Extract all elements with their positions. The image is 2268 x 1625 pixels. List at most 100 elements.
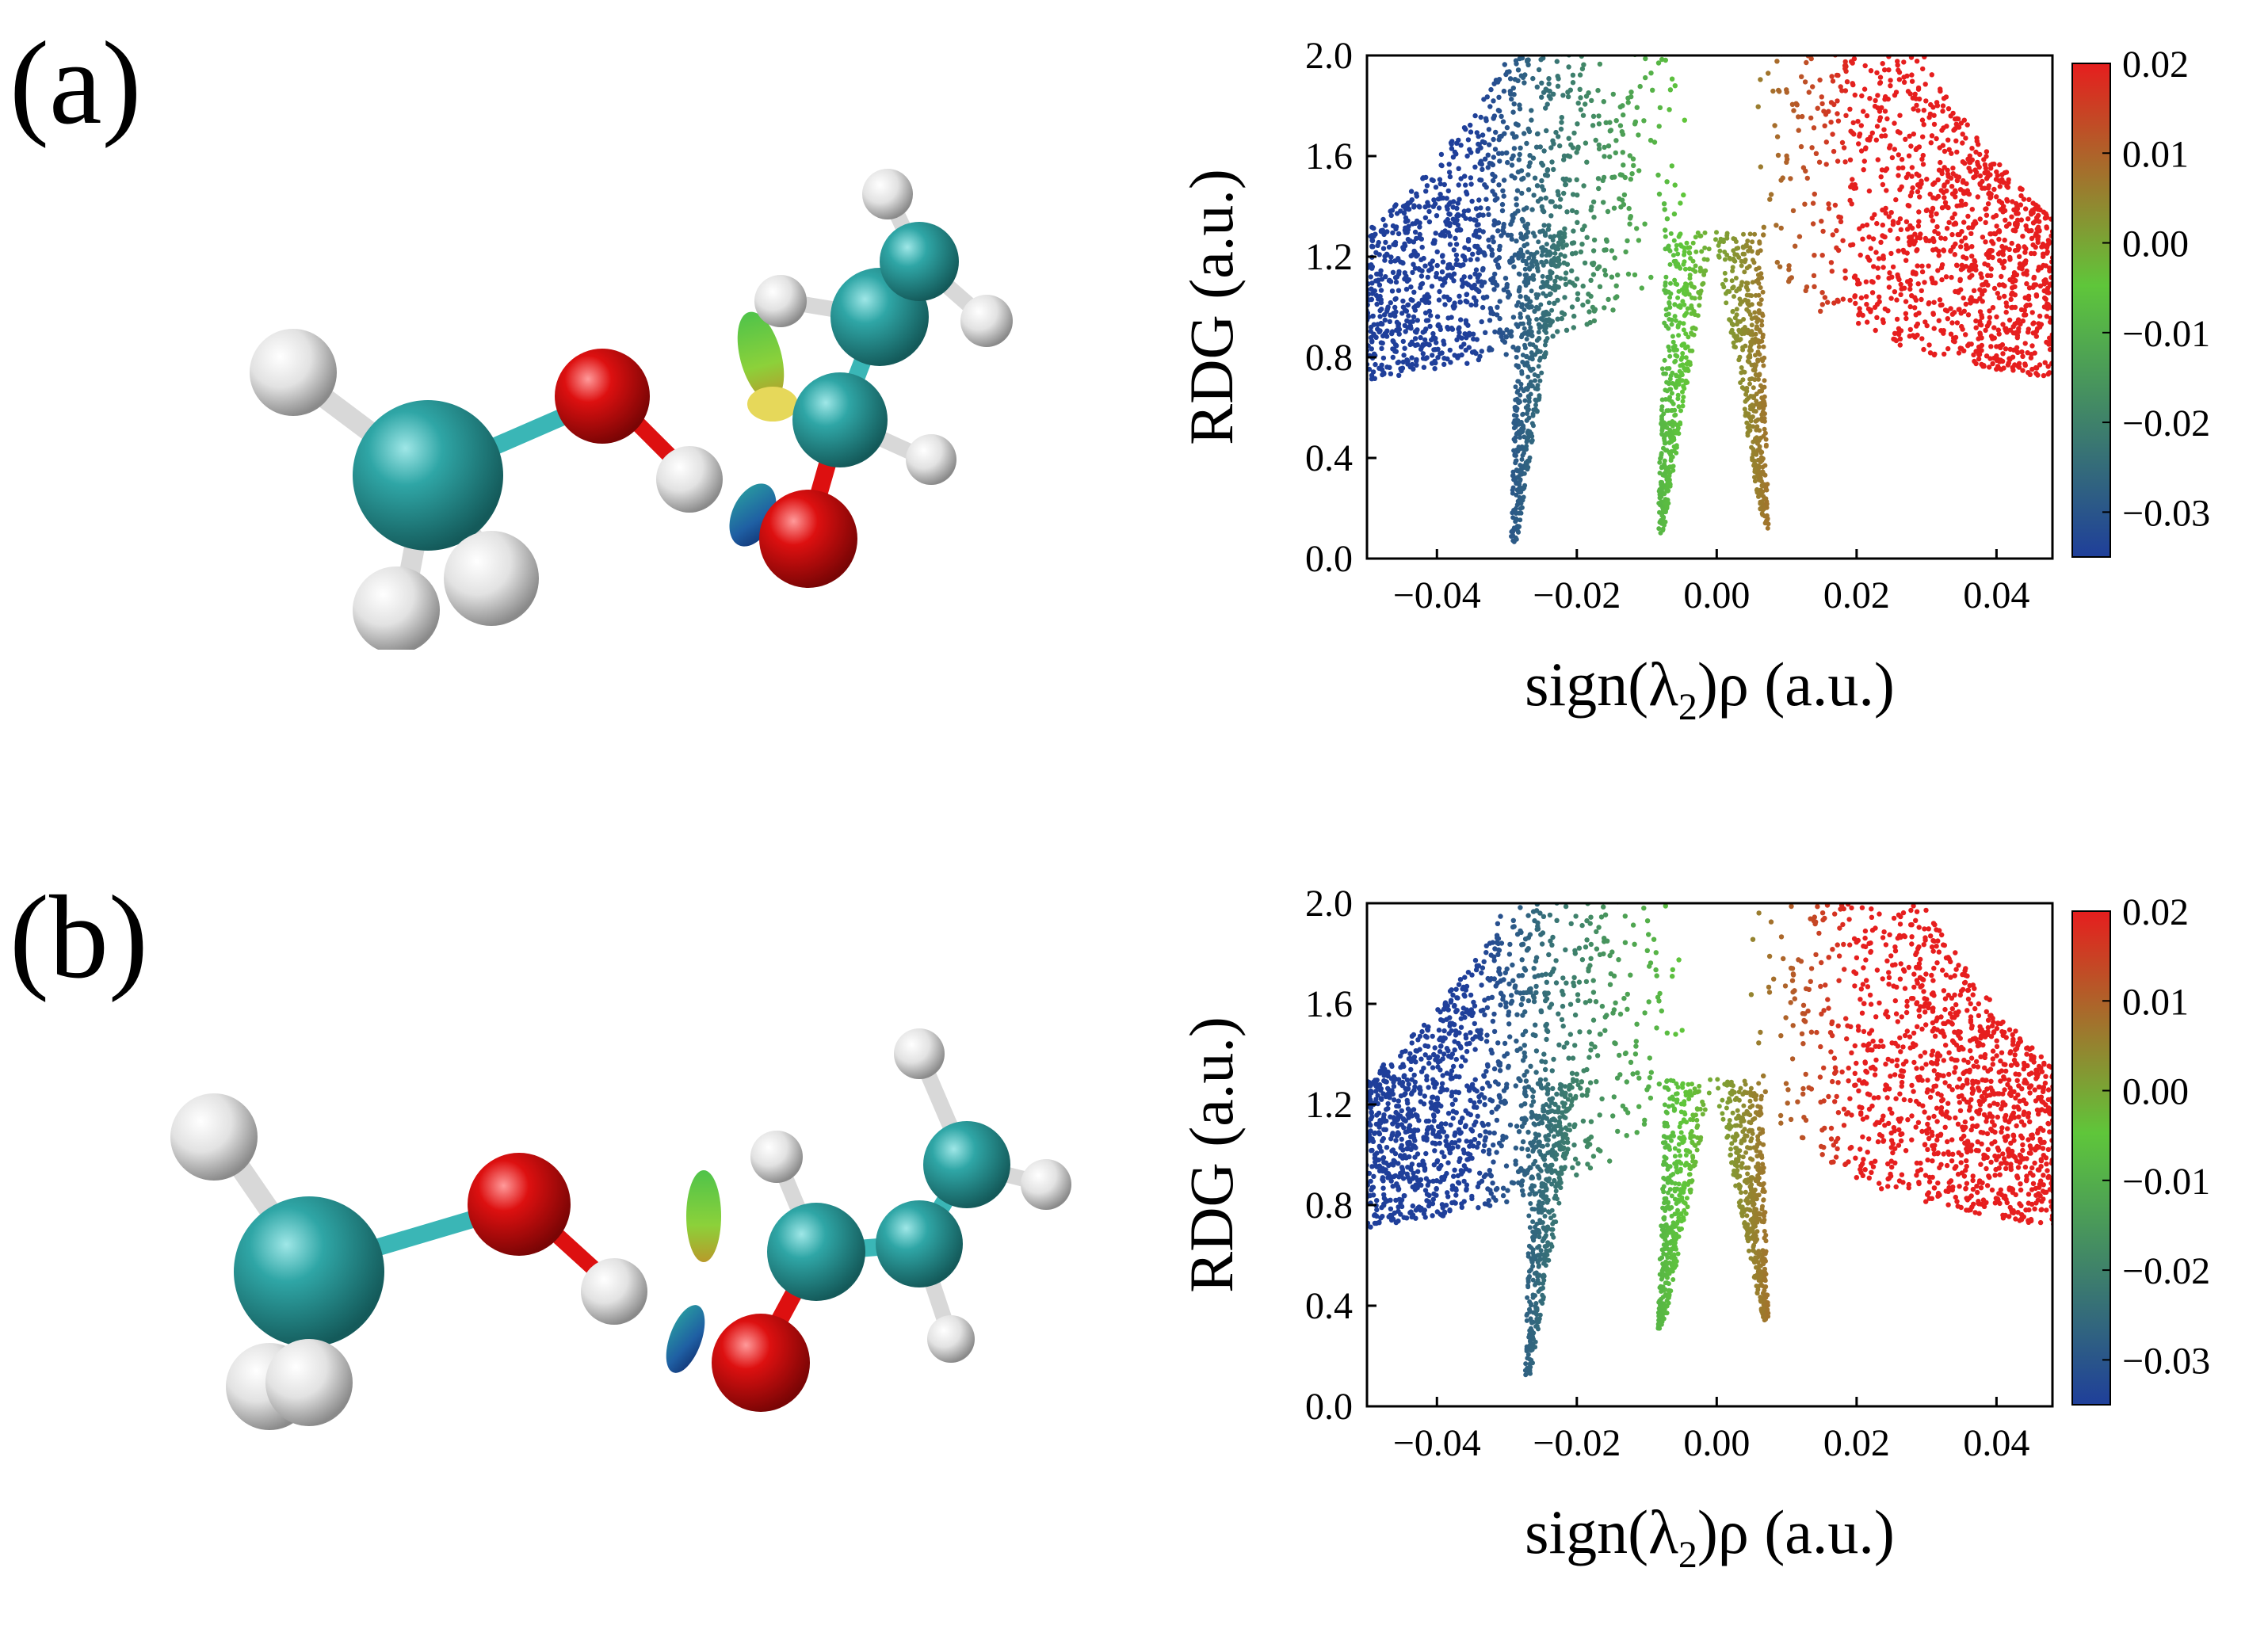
scatter-point [1636, 238, 1642, 243]
scatter-point [1656, 124, 1662, 129]
scatter-point [1534, 84, 1540, 90]
scatter-point [1433, 336, 1438, 341]
scatter-point [1743, 257, 1748, 262]
scatter-point [1984, 323, 1991, 329]
scatter-point [1476, 288, 1482, 295]
scatter-point [1774, 223, 1779, 228]
scatter-point [1525, 126, 1531, 132]
scatter-point [1411, 289, 1417, 295]
scatter-point [1469, 285, 1475, 291]
scatter-point [1674, 353, 1680, 359]
scatter-point [1847, 297, 1853, 303]
scatter-point [1359, 342, 1364, 347]
scatter-point [1368, 334, 1374, 341]
scatter-point [1615, 272, 1621, 278]
scatter-point [1528, 391, 1533, 397]
scatter-point [2053, 358, 2058, 363]
scatter-point [1743, 329, 1748, 334]
scatter-point [1855, 42, 1860, 47]
scatter-point [1994, 1038, 1999, 1043]
scatter-point [2065, 322, 2070, 326]
scatter-point [1657, 471, 1663, 475]
scatter-point [1683, 345, 1688, 351]
scatter-point [1433, 185, 1439, 190]
scatter-point [1793, 243, 1798, 249]
scatter-point [1529, 288, 1534, 294]
scatter-point [1357, 326, 1362, 330]
scatter-point [2057, 319, 2062, 323]
scatter-point [1358, 285, 1363, 290]
scatter-point [1695, 313, 1701, 319]
scatter-point [2060, 227, 2064, 232]
scatter-point [1501, 88, 1507, 94]
scatter-point [1525, 242, 1530, 247]
scatter-point [1480, 166, 1485, 172]
scatter-point [2003, 170, 2010, 175]
scatter-point [1453, 252, 1460, 258]
scatter-point [1915, 86, 1922, 92]
scatter-point [1887, 145, 1892, 151]
scatter-point [2028, 250, 2034, 257]
scatter-point [1554, 274, 1560, 280]
scatter-point [1526, 395, 1532, 401]
scatter-point [1758, 329, 1763, 334]
scatter-point [1941, 96, 1947, 101]
scatter-point [1731, 248, 1736, 254]
scatter-point [1921, 108, 1926, 113]
scatter-point [1617, 1011, 1624, 1017]
scatter-point [1969, 254, 1975, 259]
scatter-point [1613, 150, 1618, 156]
scatter-point [1672, 83, 1678, 89]
scatter-point [1489, 253, 1495, 258]
scatter-point [1571, 325, 1576, 330]
scatter-point [1477, 212, 1483, 218]
scatter-point [1561, 311, 1567, 317]
scatter-point [1920, 134, 1926, 139]
scatter-point [1534, 409, 1540, 414]
scatter-point [1441, 233, 1448, 238]
acrolein-molecule [712, 1028, 1071, 1412]
scatter-point [2061, 360, 2066, 365]
scatter-point [1473, 230, 1479, 235]
scatter-point [2063, 254, 2068, 259]
scatter-point [1561, 190, 1567, 196]
scatter-point [1384, 364, 1390, 370]
scatter-point [1522, 1072, 1527, 1078]
scatter-point [1662, 441, 1667, 446]
scatter-point [1462, 975, 1468, 980]
scatter-point [1898, 44, 1903, 49]
scatter-point [1682, 266, 1688, 272]
scatter-point [1566, 64, 1571, 70]
scatter-point [1535, 383, 1541, 388]
colorbar [2071, 63, 2111, 558]
scatter-point [1678, 408, 1683, 414]
scatter-point [1406, 223, 1411, 229]
scatter-point [1424, 183, 1430, 189]
scatter-point [1786, 267, 1792, 273]
scatter-point [1986, 191, 1991, 196]
scatter-point [1662, 436, 1667, 441]
scatter-point [1574, 209, 1579, 216]
scatter-point [1519, 334, 1524, 340]
scatter-point [1356, 269, 1361, 273]
scatter-point [2006, 1027, 2013, 1032]
scatter-point [2023, 312, 2029, 318]
scatter-point [1361, 299, 1366, 303]
scatter-point [1357, 316, 1362, 321]
rdg-scatter-plot: 0.00.40.81.21.62.0−0.04 −0.02 0.00 0.02 0.04… [1177, 883, 2210, 1576]
scatter-point [1454, 217, 1460, 223]
scatter-point [2026, 196, 2032, 203]
scatter-point [1467, 332, 1472, 338]
scatter-point [1919, 296, 1924, 303]
scatter-point [1343, 380, 1348, 384]
scatter-point [1677, 232, 1682, 238]
scatter-point [1991, 285, 1998, 292]
scatter-point [1524, 439, 1529, 444]
scatter-point [1972, 263, 1979, 269]
scatter-point [1903, 311, 1909, 316]
scatter-point [1479, 283, 1484, 288]
scatter-point [1678, 363, 1683, 368]
scatter-point [1579, 242, 1585, 247]
scatter-point [1888, 296, 1894, 301]
scatter-point [1492, 197, 1498, 203]
